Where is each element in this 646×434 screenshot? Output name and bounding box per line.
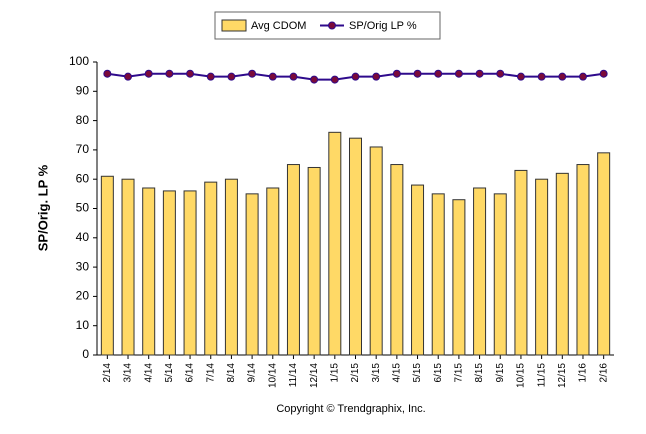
y-tick-label: 80 — [76, 113, 90, 127]
bar — [493, 193, 507, 356]
x-tick-label: 5/15 — [412, 363, 423, 383]
marker — [165, 69, 174, 78]
x-tick-label: 4/15 — [392, 363, 403, 383]
bar — [431, 193, 445, 356]
marker — [516, 72, 525, 81]
marker — [558, 72, 567, 81]
bar — [597, 152, 611, 356]
x-tick-label: 7/14 — [205, 363, 216, 383]
marker — [248, 69, 257, 78]
y-tick-label: 70 — [76, 142, 90, 156]
marker — [454, 69, 463, 78]
marker — [206, 72, 215, 81]
y-tick-label: 40 — [76, 230, 90, 244]
marker — [578, 72, 587, 81]
x-tick-label: 1/16 — [578, 363, 589, 383]
x-tick-label: 9/14 — [247, 363, 258, 383]
x-tick-label: 11/15 — [536, 363, 547, 388]
footer: Copyright © Trendgraphix, Inc. — [276, 403, 425, 415]
x-tick-label: 1/15 — [329, 363, 340, 383]
x-tick-label: 12/15 — [557, 363, 568, 388]
y-axis-label: SP/Orig. LP % — [35, 164, 50, 251]
bar — [286, 164, 300, 356]
bar — [411, 184, 425, 356]
x-tick-label: 2/15 — [350, 363, 361, 383]
marker — [413, 69, 422, 78]
bar — [576, 164, 590, 356]
x-tick-label: 6/14 — [185, 363, 196, 383]
y-tick-label: 100 — [69, 54, 89, 68]
bar — [266, 187, 280, 356]
marker — [124, 72, 133, 81]
x-tick-label: 3/15 — [371, 363, 382, 383]
marker — [227, 72, 236, 81]
y-tick-label: 30 — [76, 259, 90, 273]
bar — [514, 169, 528, 356]
legend-label: Avg CDOM — [251, 20, 306, 32]
bar — [452, 199, 466, 356]
x-tick-label: 8/15 — [474, 363, 485, 383]
x-tick-label: 12/14 — [309, 363, 320, 388]
x-tick-label: 2/16 — [598, 363, 609, 383]
y-tick-label: 20 — [76, 289, 90, 303]
bar — [328, 131, 342, 356]
marker — [599, 69, 608, 78]
x-tick-label: 7/15 — [454, 363, 465, 383]
marker — [144, 69, 153, 78]
legend-swatch — [221, 19, 247, 32]
marker — [289, 72, 298, 81]
bar — [473, 187, 487, 356]
bar — [204, 181, 218, 356]
marker — [330, 75, 339, 84]
bar — [100, 175, 114, 356]
bar — [183, 190, 197, 356]
marker — [537, 72, 546, 81]
marker — [268, 72, 277, 81]
bar — [121, 178, 135, 356]
x-tick-label: 3/14 — [123, 363, 134, 383]
marker — [372, 72, 381, 81]
bar — [142, 187, 156, 356]
legend-marker — [328, 21, 336, 30]
bar — [555, 172, 569, 356]
bar — [162, 190, 176, 356]
marker — [103, 69, 112, 78]
marker — [310, 75, 319, 84]
y-tick-label: 90 — [76, 83, 90, 97]
bar — [245, 193, 259, 356]
marker — [434, 69, 443, 78]
marker — [475, 69, 484, 78]
y-tick-label: 10 — [76, 318, 90, 332]
x-tick-label: 8/14 — [226, 363, 237, 383]
y-tick-label: 60 — [76, 171, 90, 185]
x-tick-label: 9/15 — [495, 363, 506, 383]
x-tick-label: 5/14 — [164, 363, 175, 383]
bar — [224, 178, 238, 356]
x-tick-label: 6/15 — [433, 363, 444, 383]
x-tick-label: 2/14 — [102, 363, 113, 383]
x-tick-label: 4/14 — [143, 363, 154, 383]
x-tick-label: 11/14 — [288, 363, 299, 388]
marker — [186, 69, 195, 78]
y-tick-label: 50 — [76, 201, 90, 215]
bar — [535, 178, 549, 356]
bar — [369, 146, 383, 356]
bar — [307, 166, 321, 356]
x-tick-label: 10/14 — [267, 363, 278, 388]
bar — [390, 164, 404, 356]
marker — [392, 69, 401, 78]
bar — [349, 137, 362, 356]
y-tick-label: 0 — [82, 347, 89, 361]
x-tick-label: 10/15 — [516, 363, 527, 388]
marker — [496, 69, 505, 78]
legend-label: SP/Orig LP % — [349, 20, 417, 32]
marker — [351, 72, 360, 81]
